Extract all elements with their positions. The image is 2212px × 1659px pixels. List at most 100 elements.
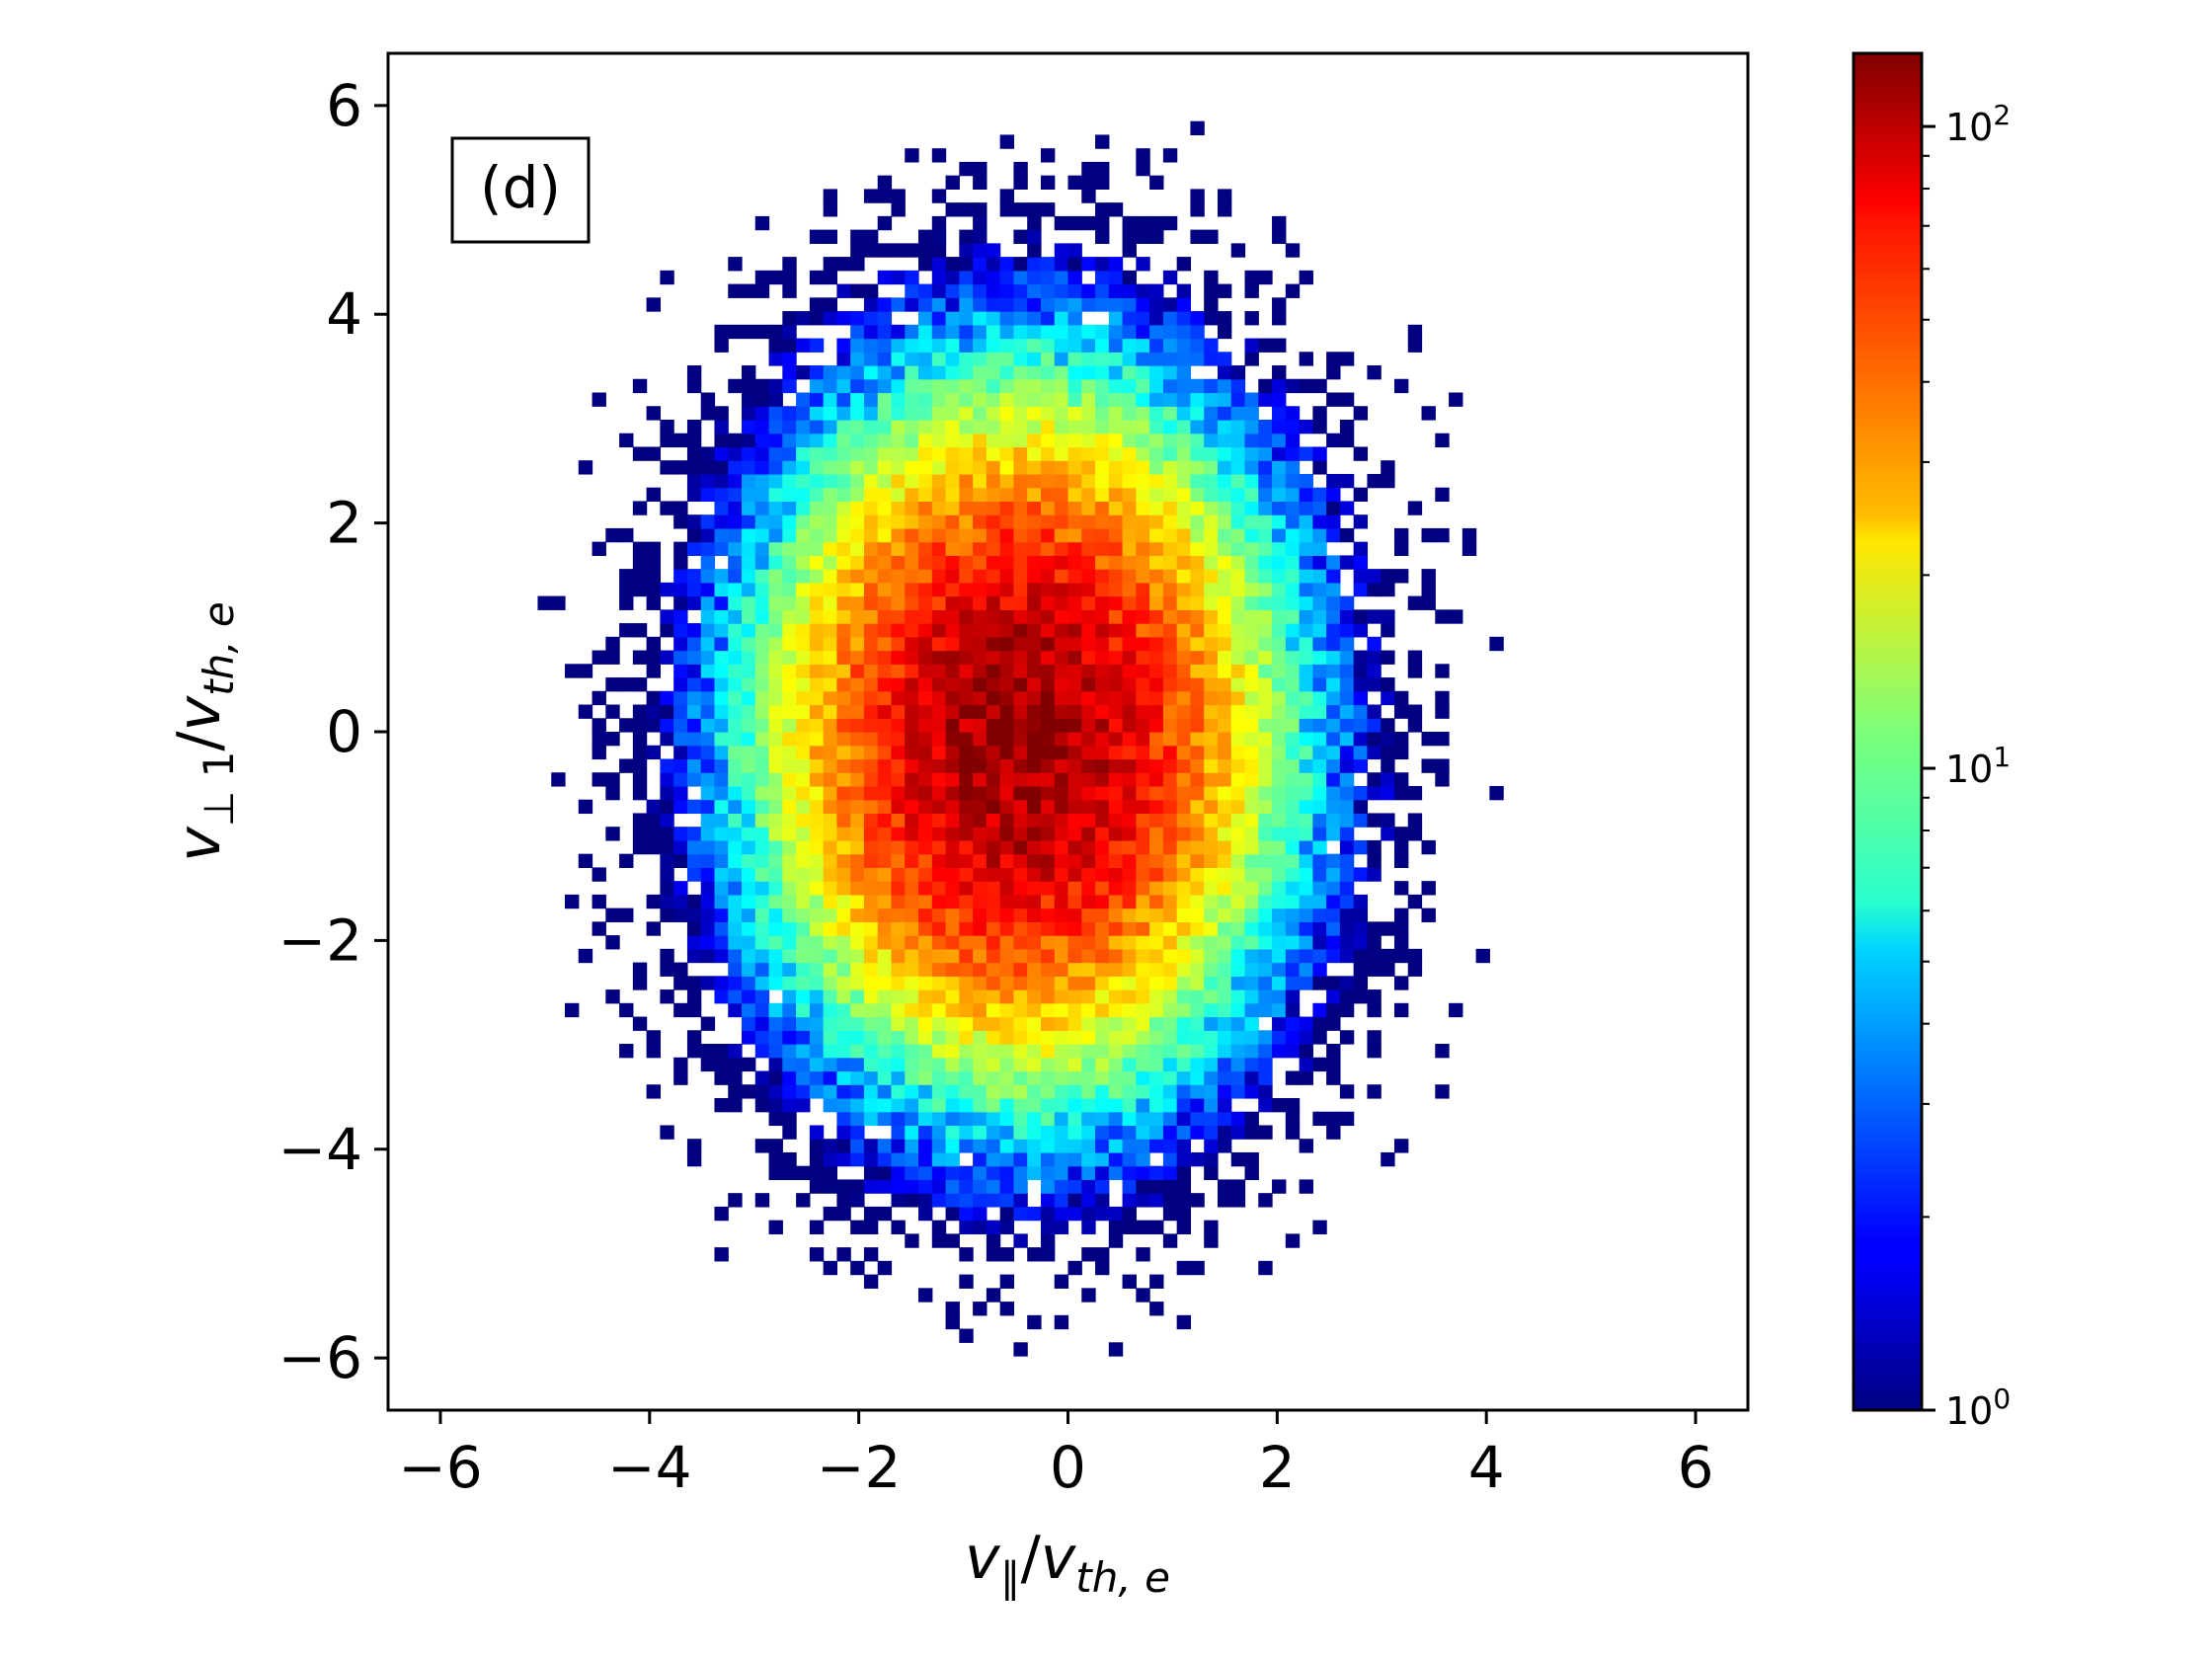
heatmap-cell: [877, 419, 893, 434]
heatmap-cell: [1081, 745, 1096, 760]
heatmap-cell: [782, 772, 797, 787]
heatmap-cell: [1095, 365, 1110, 380]
heatmap-cell: [782, 677, 797, 692]
heatmap-cell: [754, 1193, 770, 1208]
heatmap-cell: [1122, 1165, 1137, 1181]
heatmap-cell: [945, 501, 960, 515]
heatmap-cell: [1013, 527, 1028, 543]
heatmap-cell: [1136, 460, 1150, 475]
heatmap-cell: [728, 839, 743, 855]
heatmap-cell: [1353, 962, 1369, 977]
heatmap-cell: [1367, 704, 1382, 719]
heatmap-cell: [714, 324, 729, 340]
heatmap-cell: [1285, 853, 1301, 868]
heatmap-cell: [1258, 690, 1273, 706]
heatmap-cell: [1421, 406, 1436, 421]
heatmap-cell: [1013, 324, 1028, 340]
heatmap-cell: [905, 1179, 919, 1194]
heatmap-cell: [1190, 650, 1205, 665]
heatmap-cell: [714, 732, 729, 747]
heatmap-cell: [700, 867, 716, 882]
heatmap-cell: [1054, 908, 1069, 922]
heatmap-cell: [700, 799, 716, 815]
heatmap-cell: [823, 921, 838, 936]
heatmap-cell: [959, 378, 974, 394]
heatmap-cell: [1162, 962, 1178, 977]
heatmap-cell: [931, 365, 947, 380]
heatmap-cell: [809, 867, 825, 882]
heatmap-cell: [1040, 582, 1056, 597]
heatmap-cell: [1081, 1179, 1096, 1194]
heatmap-cell: [836, 419, 851, 434]
heatmap-cell: [1258, 989, 1273, 1004]
heatmap-cell: [1136, 772, 1150, 787]
heatmap-cell: [1230, 690, 1246, 706]
heatmap-cell: [1162, 433, 1178, 448]
heatmap-cell: [742, 664, 756, 678]
heatmap-cell: [742, 283, 756, 298]
heatmap-cell: [1040, 785, 1056, 801]
heatmap-cell: [918, 1288, 933, 1303]
heatmap-cell: [619, 595, 634, 610]
heatmap-cell: [1176, 473, 1192, 489]
heatmap-cell: [905, 460, 919, 475]
heatmap-cell: [1244, 976, 1259, 990]
heatmap-cell: [986, 1139, 1001, 1153]
heatmap-cell: [905, 1151, 919, 1167]
heatmap-cell: [1040, 257, 1056, 272]
heatmap-cell: [850, 827, 865, 841]
heatmap-cell: [1204, 636, 1219, 652]
heatmap-cell: [1176, 1165, 1192, 1181]
heatmap-cell: [863, 1165, 879, 1181]
heatmap-cell: [1013, 1206, 1028, 1222]
heatmap-cell: [1204, 732, 1219, 747]
heatmap-cell: [1013, 595, 1028, 610]
heatmap-cell: [1339, 839, 1355, 855]
heatmap-cell: [1136, 541, 1150, 556]
heatmap-cell: [1122, 813, 1137, 828]
heatmap-cell: [1095, 582, 1110, 597]
heatmap-cell: [863, 311, 879, 326]
heatmap-cell: [1204, 962, 1219, 977]
heatmap-cell: [1054, 541, 1069, 556]
heatmap-cell: [1162, 311, 1178, 326]
heatmap-cell: [836, 745, 851, 760]
heatmap-cell: [931, 921, 947, 936]
heatmap-cell: [1367, 569, 1382, 584]
heatmap-cell: [782, 827, 797, 841]
heatmap-cell: [1067, 487, 1082, 503]
heatmap-cell: [1326, 569, 1341, 584]
heatmap-cell: [945, 1125, 960, 1140]
heatmap-cell: [850, 352, 865, 366]
heatmap-cell: [809, 1070, 825, 1085]
heatmap-cell: [1230, 243, 1246, 258]
heatmap-cell: [1149, 989, 1164, 1004]
heatmap-cell: [1122, 921, 1137, 936]
heatmap-cell: [1027, 541, 1042, 556]
heatmap-cell: [1272, 609, 1287, 624]
heatmap-cell: [754, 921, 770, 936]
heatmap-cell: [809, 1151, 825, 1167]
heatmap-cell: [1299, 419, 1313, 434]
heatmap-cell: [1244, 1111, 1259, 1127]
heatmap-cell: [1081, 989, 1096, 1004]
heatmap-cell: [1067, 758, 1082, 773]
heatmap-cell: [1067, 921, 1082, 936]
heatmap-cell: [1285, 1125, 1301, 1140]
heatmap-cell: [1149, 867, 1164, 882]
heatmap-cell: [1190, 799, 1205, 815]
heatmap-cell: [632, 378, 648, 394]
heatmap-cell: [863, 324, 879, 340]
heatmap-cell: [754, 569, 770, 584]
heatmap-cell: [1013, 460, 1028, 475]
heatmap-cell: [1081, 365, 1096, 380]
heatmap-cell: [782, 785, 797, 801]
heatmap-cell: [1136, 365, 1150, 380]
y-axis-label: v⊥ 1/vth, e: [165, 601, 243, 862]
heatmap-cell: [1149, 569, 1164, 584]
heatmap-cell: [1190, 677, 1205, 692]
heatmap-cell: [1176, 962, 1192, 977]
heatmap-cell: [1204, 650, 1219, 665]
heatmap-cell: [850, 718, 865, 733]
heatmap-cell: [850, 908, 865, 922]
